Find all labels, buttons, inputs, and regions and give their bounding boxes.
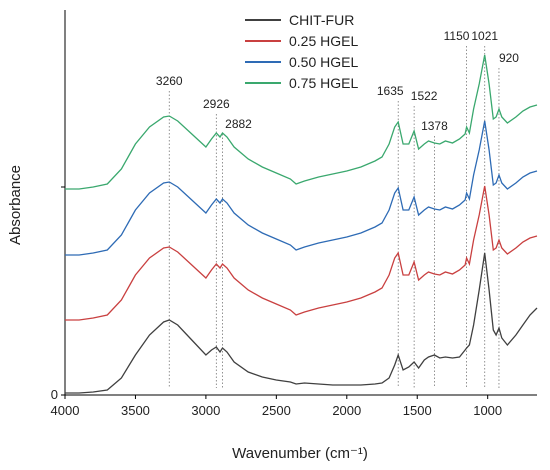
legend-label: 0.75 HGEL (289, 75, 358, 91)
annotation-label: 1378 (421, 119, 448, 133)
legend-label: 0.50 HGEL (289, 54, 358, 70)
annotation-label: 1522 (411, 89, 438, 103)
x-tick-label: 2500 (262, 403, 291, 418)
annotation-label: 2882 (225, 117, 252, 131)
series-line (65, 54, 538, 190)
series-line (65, 120, 538, 256)
annotation-label: 3260 (156, 74, 183, 88)
x-tick-label: 4000 (51, 403, 80, 418)
x-axis-label: Wavenumber (cm⁻¹) (232, 445, 368, 462)
x-tick-label: 3000 (191, 403, 220, 418)
legend-label: CHIT-FUR (289, 12, 354, 28)
x-tick-label: 1000 (473, 403, 502, 418)
annotation-label: 1021 (471, 29, 498, 43)
x-tick-label: 2000 (332, 403, 361, 418)
annotation-label: 1150 (444, 29, 470, 43)
y-axis-label: Absorbance (7, 165, 24, 245)
y-tick-label: 0 (51, 387, 58, 402)
series-line (65, 185, 538, 321)
annotation-label: 1635 (377, 84, 404, 98)
annotation-label: 920 (499, 51, 519, 65)
x-tick-label: 3500 (121, 403, 150, 418)
legend-label: 0.25 HGEL (289, 33, 358, 49)
x-tick-label: 1500 (403, 403, 432, 418)
annotation-label: 2926 (203, 97, 230, 111)
series-line (65, 252, 538, 394)
